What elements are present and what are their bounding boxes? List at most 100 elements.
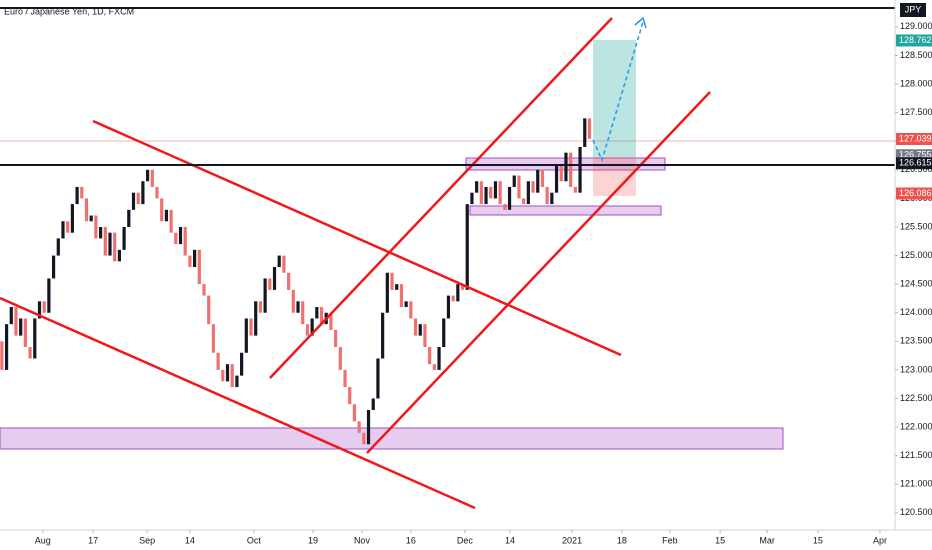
candle-body	[371, 398, 375, 410]
y-tick-label: 127.500	[900, 107, 932, 117]
candle-body	[352, 404, 357, 422]
range-zone	[469, 205, 662, 216]
candle-body	[23, 318, 27, 348]
candle-body	[136, 192, 140, 205]
candle-body	[362, 432, 366, 445]
candle-body	[291, 289, 295, 313]
candle-body	[33, 318, 37, 359]
price-label-bg	[896, 34, 932, 47]
x-tick-label: 14	[505, 535, 515, 545]
candle-body	[465, 204, 469, 290]
candle-body	[66, 221, 70, 233]
candle-body	[235, 375, 239, 388]
price-label-bg	[896, 187, 932, 200]
price-axis	[895, 0, 932, 550]
x-tick-label: Sep	[139, 535, 155, 545]
candle-body	[230, 364, 234, 388]
candle-body	[446, 295, 451, 319]
x-tick-label: 2021	[562, 535, 582, 545]
candle-body	[258, 301, 263, 313]
candle-body	[84, 198, 89, 222]
candle-body	[183, 226, 187, 256]
x-tick-label: 18	[617, 535, 627, 545]
candle-body	[507, 186, 512, 210]
candle-body	[80, 186, 84, 199]
candle-body	[117, 249, 121, 262]
candle-body	[583, 118, 587, 147]
candle-body	[404, 301, 408, 308]
y-tick-label: 121.000	[900, 479, 932, 489]
candle-body	[338, 347, 342, 370]
y-tick-label: 123.500	[900, 336, 932, 346]
candle-body	[221, 369, 225, 382]
candle-body	[272, 267, 277, 290]
price-label: 126.755	[899, 150, 932, 160]
candle-body	[578, 146, 582, 193]
candle-body	[385, 272, 389, 313]
candle-body	[70, 204, 74, 233]
candle-body	[564, 152, 568, 182]
candle-body	[197, 249, 201, 285]
candle-body	[357, 421, 361, 433]
candle-body	[470, 192, 474, 205]
candle-body	[0, 341, 4, 370]
candle-body	[319, 307, 324, 325]
candle-body	[89, 215, 93, 222]
x-tick-label: Oct	[247, 535, 262, 545]
candle-body	[540, 169, 545, 187]
x-tick-label: 14	[185, 535, 195, 545]
candle-body	[489, 186, 493, 199]
candle-body	[263, 278, 267, 313]
candle-body	[103, 226, 107, 256]
candle-body	[141, 181, 145, 205]
candle-body	[51, 255, 56, 279]
candle-body	[437, 347, 441, 370]
y-tick-label: 123.000	[900, 364, 932, 374]
trend-line	[269, 17, 613, 379]
candle-body	[503, 204, 507, 210]
candle-body	[164, 209, 169, 222]
candle-body	[498, 181, 502, 205]
candle-body	[409, 301, 413, 319]
candle-body	[442, 318, 446, 348]
candle-body	[484, 186, 488, 205]
currency-label: JPY	[905, 4, 922, 14]
candle-body	[456, 284, 460, 302]
price-label: 126.615	[899, 158, 932, 168]
candle-body	[42, 301, 46, 313]
y-tick-label: 124.500	[900, 279, 932, 289]
candle-body	[287, 272, 291, 290]
trend-line	[366, 91, 711, 454]
candle-body	[395, 284, 399, 290]
y-tick-label: 122.000	[900, 421, 932, 431]
x-tick-label: 17	[88, 535, 98, 545]
candle-body	[301, 301, 305, 325]
candle-body	[282, 255, 286, 273]
candle-body	[131, 192, 136, 210]
candle-body	[451, 295, 455, 302]
candle-body	[94, 215, 98, 239]
candle-body	[329, 312, 333, 330]
candle-body	[296, 301, 300, 313]
y-tick-label: 121.500	[900, 450, 932, 460]
candle-body	[155, 186, 159, 199]
candle-body	[244, 318, 248, 353]
x-tick-label: Aug	[35, 535, 51, 545]
candle-body	[310, 318, 314, 336]
price-label-bg	[896, 157, 932, 170]
target-zone	[593, 40, 636, 157]
projection-arrow	[592, 21, 644, 163]
x-tick-label: 15	[813, 535, 823, 545]
candle-body	[573, 186, 577, 193]
x-tick-label: Mar	[759, 535, 775, 545]
candle-body	[366, 409, 371, 445]
candle-body	[188, 255, 192, 268]
candle-body	[211, 324, 216, 353]
candle-body	[122, 226, 126, 250]
candle-body	[216, 352, 220, 370]
candle-body	[413, 318, 418, 336]
candle-body	[531, 181, 535, 193]
candle-body	[202, 284, 206, 296]
candle-body	[98, 226, 103, 239]
candle-body	[334, 329, 338, 348]
